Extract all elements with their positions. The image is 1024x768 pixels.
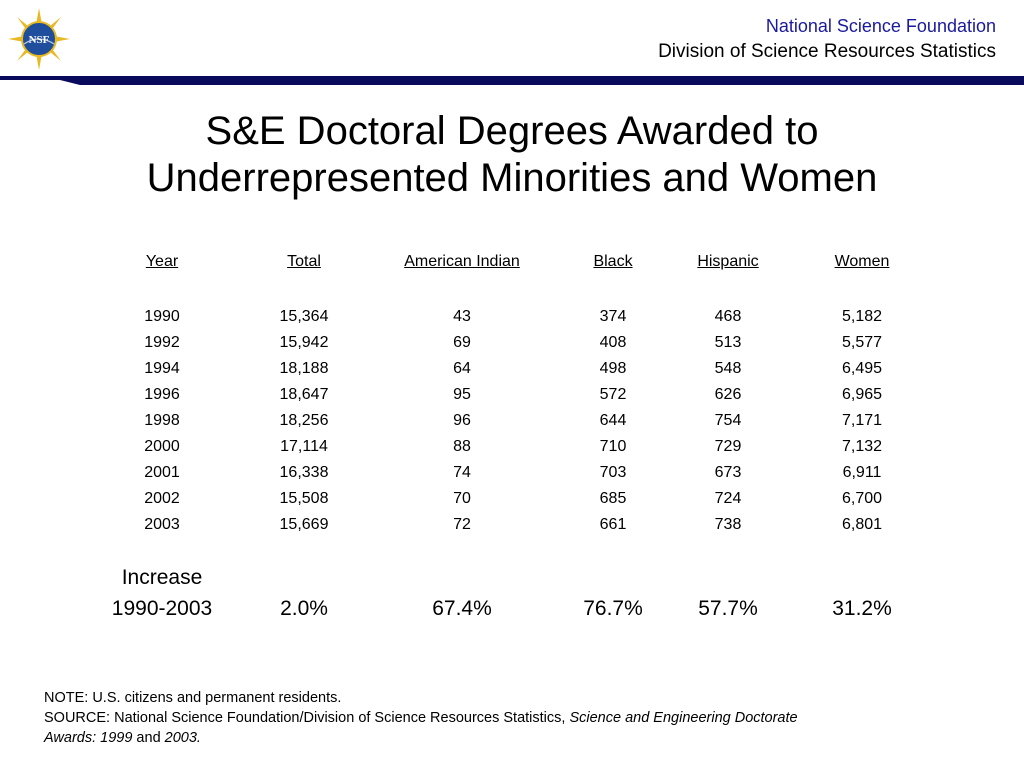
row-year: 1994: [144, 360, 180, 377]
note-line: NOTE: U.S. citizens and permanent reside…: [44, 690, 342, 706]
table-cell: 738: [714, 516, 742, 533]
header-rule: [0, 76, 1024, 85]
table-cell: 64: [453, 360, 471, 377]
increase-value: 57.7%: [698, 597, 758, 620]
title-line-2: Underrepresented Minorities and Women: [146, 156, 878, 200]
source-prefix: SOURCE: National Science Foundation/Divi…: [44, 710, 570, 726]
table-cell: 95: [453, 386, 471, 403]
table-cell: 6,911: [842, 464, 882, 481]
table-cell: 729: [714, 438, 742, 455]
table-cell: 498: [599, 360, 627, 377]
table-cell: 15,508: [279, 490, 329, 507]
table-cell: 70: [453, 490, 471, 507]
column-header: Year: [145, 253, 179, 270]
source-title-1: Science and Engineering Doctorate: [569, 710, 798, 726]
table-cell: 408: [599, 334, 627, 351]
table-cell: 88: [453, 438, 471, 455]
table-cell: 43: [453, 308, 471, 325]
table-cell: 16,338: [279, 464, 329, 481]
table-cell: 6,965: [841, 386, 883, 403]
table-cell: 754: [714, 412, 742, 429]
table-cell: 673: [714, 464, 742, 481]
table-cell: 724: [714, 490, 742, 507]
table-cell: 5,577: [841, 334, 883, 351]
column-header: Women: [834, 253, 890, 270]
nsf-logo: NSF: [8, 8, 70, 70]
table-cell: 6,801: [841, 516, 883, 533]
source-and: and: [132, 730, 165, 746]
table-cell: 710: [599, 438, 627, 455]
column-header: Black: [593, 253, 633, 270]
table-cell: 72: [453, 516, 471, 533]
table-cell: 96: [453, 412, 471, 429]
table-cell: 15,364: [279, 308, 329, 325]
table-cell: 69: [453, 334, 471, 351]
table-cell: 513: [714, 334, 742, 351]
row-year: 2002: [144, 490, 180, 507]
table-cell: 626: [714, 386, 742, 403]
table-cell: 703: [599, 464, 627, 481]
table-cell: 15,669: [279, 516, 329, 533]
column-header: Total: [287, 253, 321, 270]
table-cell: 5,182: [841, 308, 883, 325]
row-year: 1996: [144, 386, 180, 403]
source-line: SOURCE: National Science Foundation/Divi…: [44, 708, 798, 728]
table-cell: 548: [714, 360, 742, 377]
row-year: 2000: [144, 438, 180, 455]
row-year: 1992: [144, 334, 180, 351]
table-cell: 7,132: [841, 438, 883, 455]
table-cell: 685: [599, 490, 627, 507]
table-cell: 18,647: [279, 386, 329, 403]
table-cell: 18,256: [279, 412, 329, 429]
table-cell: 661: [599, 516, 627, 533]
table-cell: 74: [453, 464, 471, 481]
increase-value: 2.0%: [280, 597, 328, 620]
table-cell: 6,495: [841, 360, 883, 377]
table-cell: 468: [714, 308, 742, 325]
org-division: Division of Science Resources Statistics: [658, 41, 996, 62]
increase-value: 31.2%: [832, 597, 892, 620]
column-header: American Indian: [404, 253, 520, 270]
org-header: National Science Foundation Division of …: [658, 14, 996, 66]
row-year: 2001: [144, 464, 180, 481]
row-year: 1990: [144, 308, 180, 325]
column-header: Hispanic: [697, 253, 759, 270]
increase-label: Increase: [121, 566, 203, 589]
logo-text: NSF: [29, 34, 50, 46]
org-name: National Science Foundation: [765, 16, 996, 36]
source-title-3: 2003.: [164, 730, 201, 746]
table-cell: 17,114: [280, 438, 328, 455]
source-line-2: Awards: 1999 and 2003.: [44, 728, 798, 748]
increase-value: 76.7%: [583, 597, 643, 620]
table-cell: 572: [599, 386, 627, 403]
table-cell: 15,942: [279, 334, 329, 351]
table-cell: 6,700: [841, 490, 883, 507]
increase-period: 1990-2003: [111, 597, 213, 620]
title-line-1: S&E Doctoral Degrees Awarded to: [205, 109, 819, 153]
source-title-2: Awards: 1999: [44, 730, 133, 746]
row-year: 1998: [144, 412, 180, 429]
increase-value: 67.4%: [432, 597, 492, 620]
notes: NOTE: U.S. citizens and permanent reside…: [44, 688, 798, 748]
table-cell: 18,188: [279, 360, 329, 377]
row-year: 2003: [144, 516, 180, 533]
table-cell: 374: [599, 308, 627, 325]
table-cell: 7,171: [841, 412, 883, 429]
table-cell: 644: [599, 412, 627, 429]
page-title: S&E Doctoral Degrees Awarded to Underrep…: [0, 108, 1024, 202]
